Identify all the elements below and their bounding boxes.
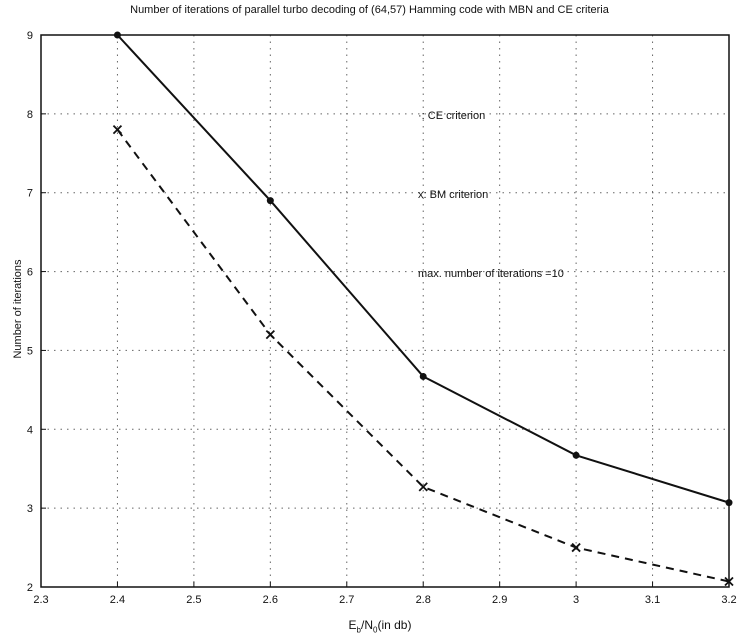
annotation-bm-criterion: x: BM criterion	[418, 189, 489, 201]
y-tick-label: 5	[27, 345, 33, 357]
y-tick-label: 7	[27, 188, 33, 200]
x-axis-label: Eb/N0(in db)	[300, 618, 460, 634]
x-label-sub-b: b	[356, 625, 361, 635]
series-line-bm-criterion	[116, 129, 730, 583]
plot-frame	[40, 34, 730, 588]
x-tick-label: 2.6	[263, 594, 278, 606]
data-point-bm-criterion	[724, 576, 734, 587]
x-label-e: E	[348, 618, 357, 632]
y-tick-label: 4	[27, 424, 33, 436]
data-point-ce-criterion	[725, 499, 733, 507]
annotation-max-iterations: max. number of iterations =10	[418, 268, 564, 280]
series-layer	[112, 31, 734, 587]
y-tick-label: 6	[27, 267, 33, 279]
y-tick-label: 2	[27, 582, 33, 594]
data-point-ce-criterion	[266, 197, 274, 205]
grid-lines	[41, 35, 729, 587]
x-tick-label: 3.1	[645, 594, 660, 606]
x-tick-label: 2.8	[416, 594, 431, 606]
data-point-ce-criterion	[113, 31, 121, 39]
y-tick-label: 8	[27, 109, 33, 121]
data-point-ce-criterion	[572, 451, 580, 459]
x-tick-label: 2.4	[110, 594, 125, 606]
x-tick-label: 3	[573, 594, 579, 606]
x-label-unit: (in db)	[377, 618, 412, 632]
data-point-bm-criterion	[418, 482, 428, 492]
x-tick-label: 2.7	[339, 594, 354, 606]
x-tick-label: 2.3	[33, 594, 48, 606]
chart-title: Number of iterations of parallel turbo d…	[130, 4, 609, 16]
data-point-bm-criterion	[571, 542, 581, 553]
data-point-bm-criterion	[265, 330, 275, 340]
annotation-ce-criterion: ·: CE criterion	[418, 110, 486, 122]
data-point-bm-criterion	[112, 124, 123, 135]
axis-ticks: 2.3 2.4 2.5 2.6 2.7 2.8 2.9 3 3.1 3.2 2 3 4 5 6 7 8 9	[27, 30, 737, 606]
y-tick-label: 3	[27, 503, 33, 515]
x-tick-label: 2.5	[186, 594, 201, 606]
x-label-n: /N	[361, 618, 373, 632]
data-point-ce-criterion	[419, 372, 427, 380]
x-tick-label: 3.2	[721, 594, 736, 606]
x-tick-label: 2.9	[492, 594, 507, 606]
x-label-sub-0: 0	[373, 625, 378, 635]
y-axis-label: Number of iterations	[12, 259, 24, 359]
y-tick-label: 9	[27, 30, 33, 42]
